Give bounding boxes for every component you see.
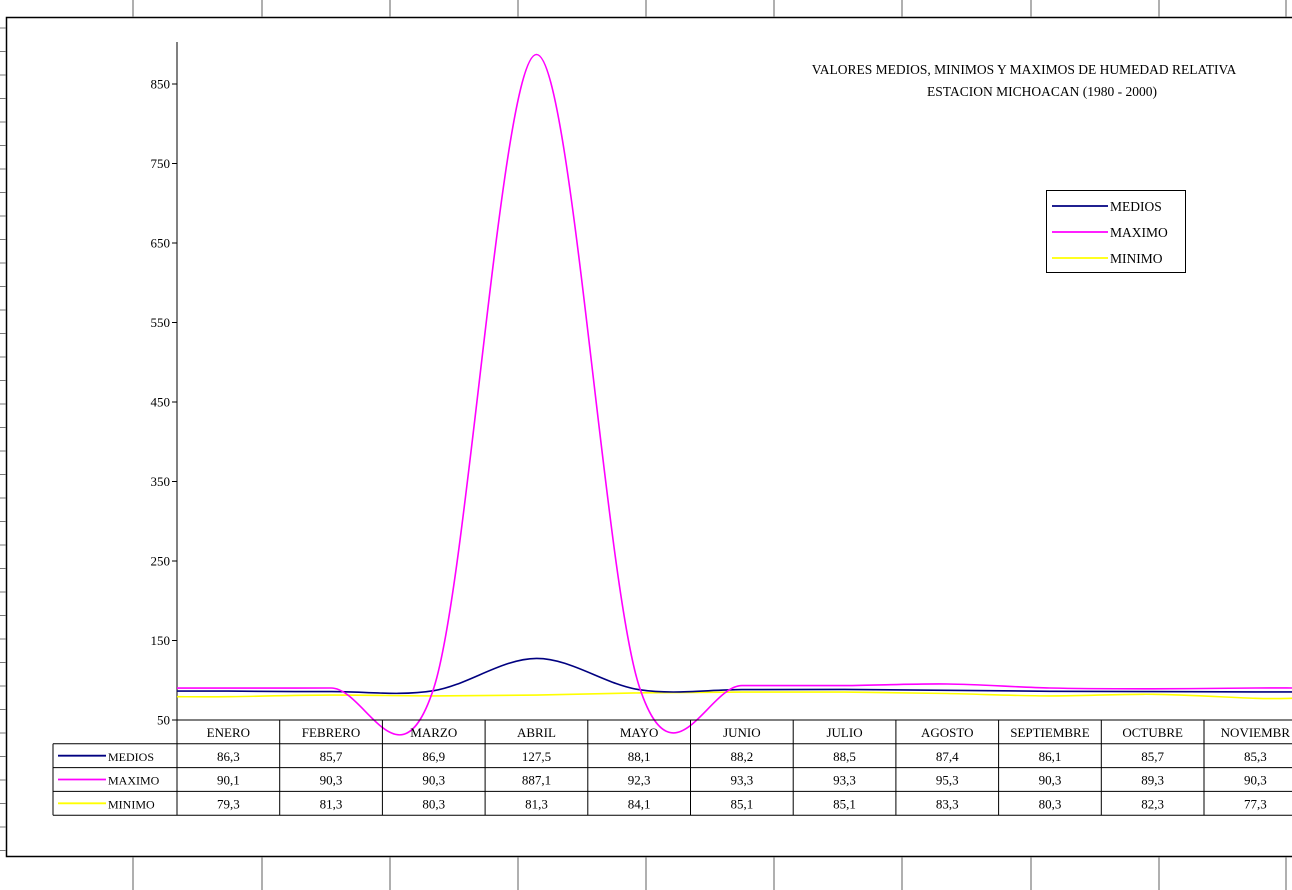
y-tick-label: 250 — [151, 554, 171, 569]
data-label: 84,1 — [628, 796, 651, 811]
data-label: 83,3 — [936, 796, 959, 811]
data-label: 85,3 — [1244, 749, 1267, 764]
table-series-name: MINIMO — [108, 797, 155, 811]
legend: MEDIOS MAXIMO MINIMO — [1046, 190, 1186, 273]
x-category-label: JUNIO — [723, 725, 761, 740]
data-label: 93,3 — [730, 773, 753, 788]
y-tick-label: 350 — [151, 474, 171, 489]
y-tick-label: 850 — [151, 77, 171, 92]
data-label: 87,4 — [936, 749, 959, 764]
data-label: 95,3 — [936, 773, 959, 788]
data-label: 90,3 — [1244, 773, 1267, 788]
x-category-label: FEBRERO — [302, 725, 361, 740]
data-label: 88,5 — [833, 749, 856, 764]
legend-label: MEDIOS — [1110, 199, 1162, 214]
x-category-label: MAYO — [620, 725, 659, 740]
data-label: 80,3 — [422, 796, 445, 811]
chart-subtitle: ESTACION MICHOACAN (1980 - 2000) — [927, 84, 1157, 99]
y-axis: 50 150 250 350 450 550 650 750 850 — [151, 42, 178, 728]
data-label: 81,3 — [320, 796, 343, 811]
data-label: 80,3 — [1039, 796, 1062, 811]
data-table: ENERO FEBRERO MARZO ABRIL MAYO JUNIO JULIO AGOS… — [52, 719, 1292, 816]
data-label: 887,1 — [522, 773, 551, 788]
data-label: 86,3 — [217, 749, 240, 764]
data-label: 81,3 — [525, 796, 548, 811]
x-category-label: ABRIL — [517, 725, 556, 740]
data-label: 89,3 — [1141, 773, 1164, 788]
data-label: 88,2 — [730, 749, 753, 764]
x-category-label: MARZO — [410, 725, 457, 740]
y-tick-label: 50 — [157, 713, 170, 728]
chart-border — [5, 16, 1292, 858]
x-category-label: JULIO — [826, 725, 862, 740]
data-label: 90,3 — [422, 773, 445, 788]
y-tick-label: 650 — [151, 236, 171, 251]
data-label: 92,3 — [628, 773, 651, 788]
data-label: 86,1 — [1039, 749, 1062, 764]
data-label: 85,1 — [833, 796, 856, 811]
series-line-maximo — [177, 53, 1292, 736]
legend-label: MINIMO — [1110, 251, 1163, 266]
x-category-label: OCTUBRE — [1122, 725, 1183, 740]
data-label: 86,9 — [422, 749, 445, 764]
data-label: 85,1 — [730, 796, 753, 811]
data-label: 93,3 — [833, 773, 856, 788]
series-line-minimo — [176, 691, 1292, 700]
table-series-name: MAXIMO — [108, 774, 160, 788]
x-category-label: SEPTIEMBRE — [1010, 725, 1090, 740]
x-category-label: AGOSTO — [921, 725, 974, 740]
series-line-medios — [177, 657, 1292, 695]
x-category-label: NOVIEMBR — [1221, 725, 1291, 740]
data-label: 90,1 — [217, 773, 240, 788]
y-tick-label: 550 — [151, 315, 171, 330]
y-tick-label: 450 — [151, 395, 171, 410]
data-label: 82,3 — [1141, 796, 1164, 811]
data-label: 85,7 — [1141, 749, 1164, 764]
data-label: 79,3 — [217, 796, 240, 811]
y-tick-label: 150 — [151, 633, 171, 648]
data-label: 77,3 — [1244, 796, 1267, 811]
legend-label: MAXIMO — [1110, 225, 1168, 240]
x-category-label: ENERO — [207, 725, 250, 740]
data-label: 90,3 — [1039, 773, 1062, 788]
data-label: 127,5 — [522, 749, 551, 764]
data-label: 85,7 — [320, 749, 343, 764]
table-series-name: MEDIOS — [108, 750, 154, 764]
data-label: 88,1 — [628, 749, 651, 764]
y-tick-label: 750 — [151, 156, 171, 171]
data-label: 90,3 — [320, 773, 343, 788]
series-lines — [176, 53, 1292, 736]
chart-title: VALORES MEDIOS, MINIMOS Y MAXIMOS DE HUM… — [812, 62, 1237, 77]
